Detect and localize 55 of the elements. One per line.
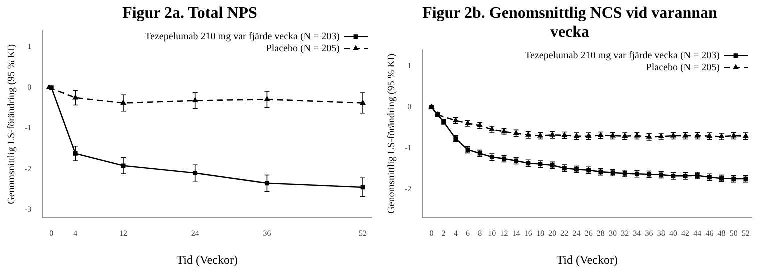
- x-tick-label: 18: [536, 228, 544, 238]
- x-tick-label: 24: [572, 228, 581, 238]
- x-tick-label: 50: [730, 228, 738, 238]
- x-tick-label: 8: [478, 228, 482, 238]
- y-tick-label: 1: [28, 42, 32, 52]
- x-tick-label: 4: [454, 228, 458, 238]
- x-tick-label: 42: [682, 228, 690, 238]
- legend-label: Placebo (N = 205): [266, 43, 340, 54]
- y-tick-label: -2: [404, 184, 412, 194]
- y-tick-label: -2: [24, 164, 32, 174]
- x-tick-label: 52: [359, 228, 368, 238]
- x-tick-label: 12: [500, 228, 508, 238]
- x-tick-label: 28: [596, 228, 605, 238]
- x-tick-label: 22: [560, 228, 569, 238]
- x-tick-label: 40: [669, 228, 678, 238]
- legend-label: Tezepelumab 210 mg var fjärde vecka (N = 203): [145, 31, 340, 42]
- chart-title: Figur 2a. Total NPS: [122, 4, 258, 23]
- legend-label: Placebo (N = 205): [646, 62, 720, 74]
- x-tick-label: 10: [488, 228, 496, 238]
- x-tick-label: 46: [706, 228, 714, 238]
- legend-label: Tezepelumab 210 mg var fjärde vecka (N = 203): [525, 50, 720, 62]
- y-tick-label: -3: [24, 204, 32, 214]
- y-tick-label: -1: [404, 143, 412, 152]
- y-axis-title: Genomsnittlig LS-förändring (95 % KI): [386, 54, 398, 214]
- y-tick-label: 1: [408, 61, 412, 70]
- x-tick-label: 44: [694, 228, 702, 238]
- x-tick-label: 30: [609, 228, 618, 238]
- x-axis-title: Tid (Veckor): [556, 252, 618, 267]
- point: [265, 181, 270, 186]
- x-tick-label: 32: [621, 228, 630, 238]
- x-tick-label: 0: [430, 228, 434, 238]
- y-tick-label: -1: [24, 124, 32, 133]
- x-tick-label: 14: [512, 228, 520, 238]
- x-tick-label: 34: [633, 228, 642, 238]
- y-tick-label: 0: [408, 102, 412, 112]
- chart-title: Figur 2b. Genomsnittlig NCS vid varannan vecka: [422, 4, 718, 42]
- x-tick-label: 52: [742, 228, 750, 238]
- x-tick-label: 20: [548, 228, 557, 238]
- x-tick-label: 36: [645, 228, 654, 238]
- x-tick-label: 0: [50, 228, 54, 238]
- x-tick-label: 26: [584, 228, 593, 238]
- x-tick-label: 36: [263, 228, 272, 238]
- x-tick-label: 24: [191, 228, 200, 238]
- x-axis-title: Tid (Veckor): [176, 252, 238, 267]
- x-tick-label: 38: [657, 228, 666, 238]
- x-tick-label: 6: [466, 228, 470, 238]
- point: [264, 96, 270, 102]
- x-tick-label: 48: [718, 228, 726, 238]
- y-tick-label: 0: [28, 82, 32, 92]
- y-axis-title: Genomsnittlig LS-förändring (95 % KI): [6, 44, 18, 204]
- x-tick-label: 2: [442, 228, 446, 238]
- x-tick-label: 4: [74, 228, 78, 238]
- point: [49, 86, 54, 90]
- x-tick-label: 16: [524, 228, 532, 238]
- x-tick-label: 12: [120, 228, 128, 238]
